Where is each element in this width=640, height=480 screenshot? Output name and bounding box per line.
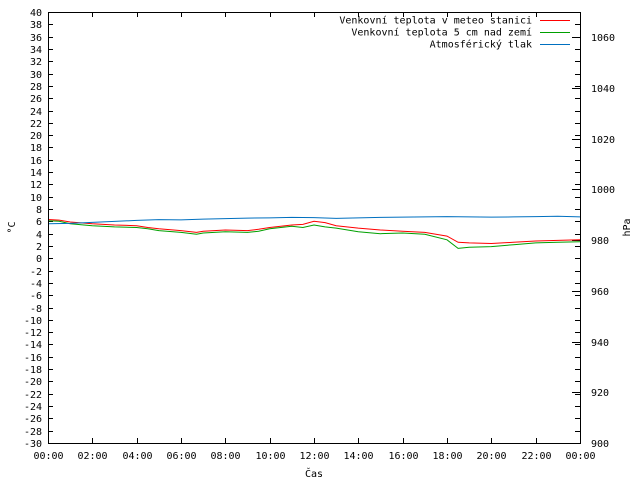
y-tick-label: 30 [30,70,42,81]
y-tick-label: -30 [24,439,42,450]
y2-tick-label: 1060 [591,33,615,44]
y-tick-label: 40 [30,8,42,19]
y-tick-label: 28 [30,82,42,93]
y-tick-label: 14 [30,168,42,179]
y-tick-label: 12 [30,180,42,191]
y-tick-label: 22 [30,119,42,130]
y-tick-label: 18 [30,143,42,154]
legend-label: Venkovní teplota 5 cm nad zemí [351,27,532,39]
series-lines [47,215,581,249]
x-tick-label: 00:00 [565,451,595,462]
y-tick-label: 6 [36,217,42,228]
x-axis-title: Čas [305,467,323,480]
legend-label: Venkovní teplota v meteo stanici [339,15,532,27]
y-tick-label: 26 [30,94,42,105]
y-tick-label: 8 [36,205,42,216]
x-tick-label: 08:00 [210,451,240,462]
y-tick-label: -10 [24,316,42,327]
y-tick-label: -22 [24,390,42,401]
y-axis-right-ticks: 900 920 940 960 980 1000 1020 1040 1060 [572,33,615,450]
y-tick-label: -6 [30,291,42,302]
x-tick-label: 22:00 [521,451,551,462]
y2-tick-label: 980 [591,236,609,247]
y-tick-label: -16 [24,353,42,364]
y2-tick-label: 940 [591,338,609,349]
y-axis-left-ticks: -30-28-26-24-22-20-18-16-14-12-10-8-6-4-… [24,8,580,450]
y-tick-label: -12 [24,328,42,339]
x-tick-label: 02:00 [77,451,107,462]
y-tick-label: -26 [24,414,42,425]
y-tick-label: 2 [36,242,42,253]
plot-frame [48,12,581,444]
y-tick-label: 38 [30,20,42,31]
y-tick-label: -8 [30,304,42,315]
y-tick-label: 4 [36,230,42,241]
x-tick-label: 18:00 [432,451,462,462]
y-tick-label: 24 [30,107,42,118]
x-tick-label: 06:00 [166,451,196,462]
y2-tick-label: 1020 [591,135,615,146]
y-tick-label: 0 [36,254,42,265]
x-tick-label: 16:00 [388,451,418,462]
x-tick-label: 14:00 [343,451,373,462]
y-tick-label: -2 [30,267,42,278]
y-tick-label: 10 [30,193,42,204]
x-tick-label: 20:00 [476,451,506,462]
series-line-2 [47,220,581,249]
x-axis-ticks: 00:00 02:00 04:00 06:00 08:00 10:00 12:00 14:00… [33,12,596,462]
y-tick-label: -14 [24,340,42,351]
x-tick-label: 04:00 [122,451,152,462]
y-tick-label: 16 [30,156,42,167]
y-tick-label: -20 [24,377,42,388]
y-tick-label: 34 [30,45,42,56]
y2-tick-label: 900 [591,439,609,450]
x-tick-label: 10:00 [255,451,285,462]
y-tick-label: -28 [24,427,42,438]
y-tick-label: 20 [30,131,42,142]
y-tick-label: -4 [30,279,42,290]
legend-label: Atmosférický tlak [430,39,532,51]
y-axis-right-title: hPa [622,218,633,236]
series-line-3 [47,215,581,225]
y-tick-label: 32 [30,57,42,68]
y2-tick-label: 920 [591,388,609,399]
y-tick-label: -18 [24,365,42,376]
y-tick-label: -24 [24,402,42,413]
y2-tick-label: 1040 [591,84,615,95]
legend: Venkovní teplota v meteo staniciVenkovní… [339,15,570,51]
x-tick-label: 12:00 [299,451,329,462]
y-tick-label: 36 [30,33,42,44]
series-line-1 [47,219,581,245]
y-axis-left-title: °C [7,221,18,233]
y2-tick-label: 960 [591,287,609,298]
x-tick-label: 00:00 [33,451,63,462]
y2-tick-label: 1000 [591,185,615,196]
